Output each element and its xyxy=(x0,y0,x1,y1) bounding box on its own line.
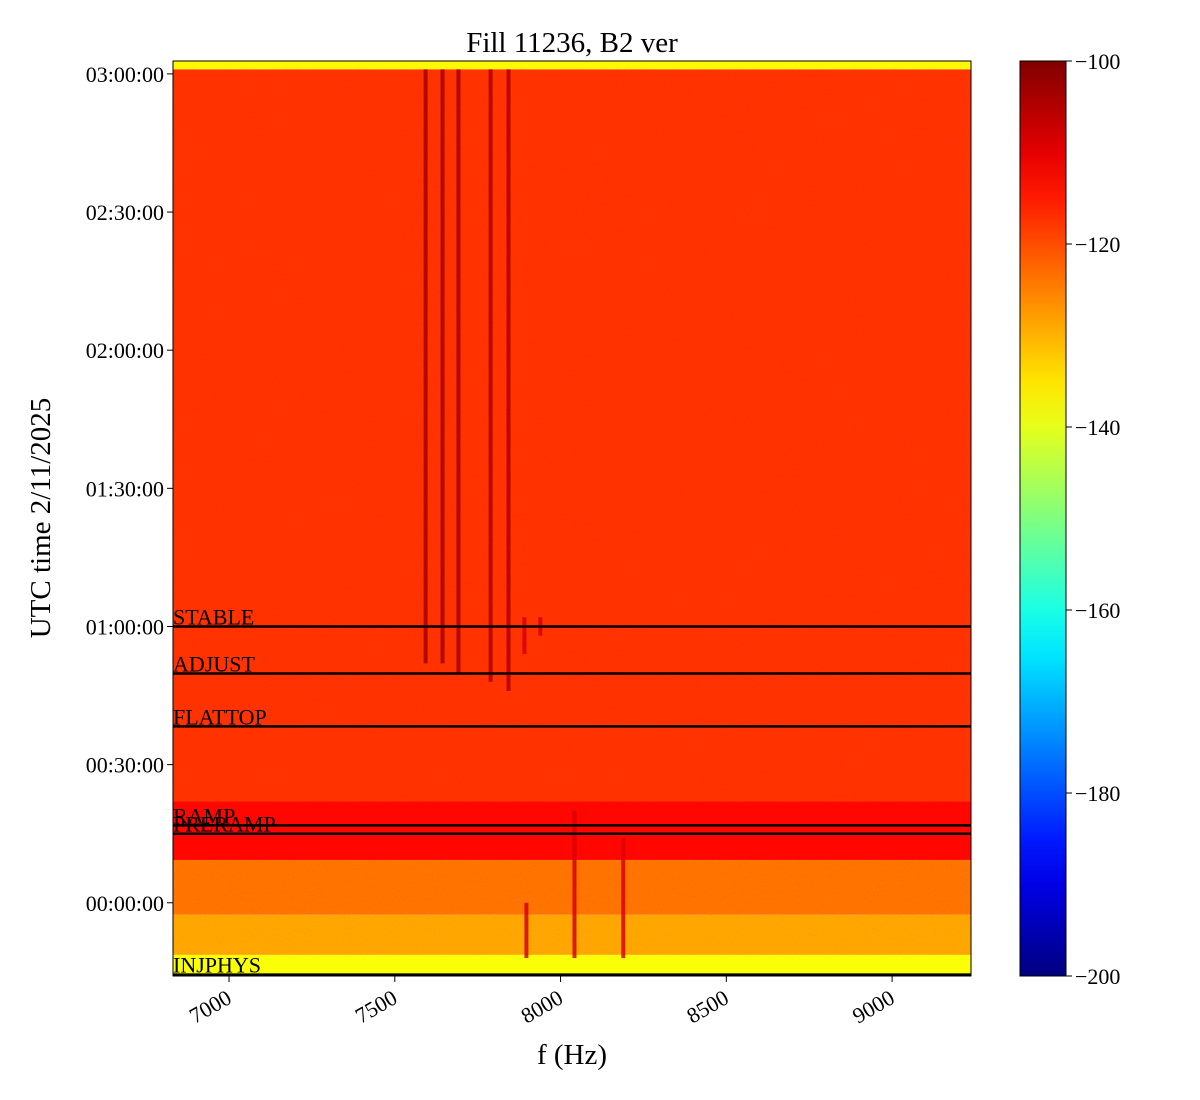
y-tick-label: 02:00:00 xyxy=(86,338,164,363)
y-axis-label: UTC time 2/11/2025 xyxy=(25,398,57,639)
colorbar-tick-label: −180 xyxy=(1075,781,1120,806)
event-label: ADJUST xyxy=(173,651,255,676)
event-label: INJPHYS xyxy=(173,953,261,978)
texture xyxy=(173,61,971,976)
y-tick-label: 00:00:00 xyxy=(86,891,164,916)
colorbar-tick-label: −100 xyxy=(1075,49,1120,74)
chart-title: Fill 11236, B2 ver xyxy=(466,27,678,59)
x-tick-label: 8500 xyxy=(682,985,733,1029)
colorbar-tick-label: −140 xyxy=(1075,415,1120,440)
x-tick-label: 9000 xyxy=(848,985,899,1029)
colorbar-tick-label: −200 xyxy=(1075,964,1120,989)
y-tick-label: 00:30:00 xyxy=(86,753,164,778)
colorbar xyxy=(1019,60,1067,977)
x-tick-label: 8000 xyxy=(516,985,567,1029)
y-tick-label: 01:30:00 xyxy=(86,476,164,501)
event-label: FLATTOP xyxy=(173,704,267,729)
colorbar-tick-label: −120 xyxy=(1075,232,1120,257)
frame xyxy=(172,60,972,977)
event-label: RAMP xyxy=(173,803,235,828)
colorbar-tick-label: −160 xyxy=(1075,598,1120,623)
y-tick-label: 01:00:00 xyxy=(86,614,164,639)
x-axis-label: f (Hz) xyxy=(537,1039,607,1071)
event-label: PRERAMP xyxy=(173,812,276,837)
y-tick-label: 03:00:00 xyxy=(86,62,164,87)
event-label: STABLE xyxy=(173,604,254,629)
y-tick-label: 02:30:00 xyxy=(86,200,164,225)
x-tick-label: 7000 xyxy=(185,985,236,1029)
x-tick-label: 7500 xyxy=(351,985,402,1029)
